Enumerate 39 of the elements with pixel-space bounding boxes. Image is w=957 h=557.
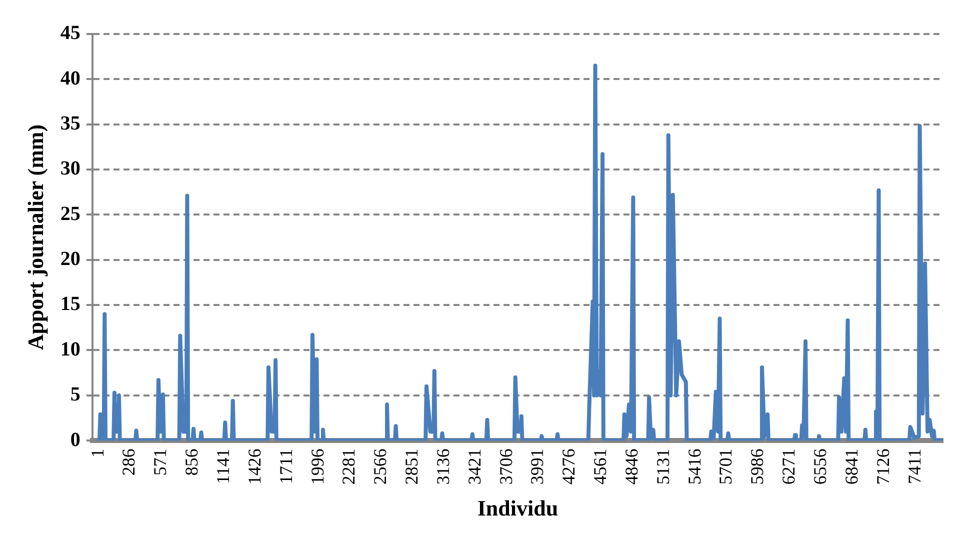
y-tick-label: 10 (60, 338, 80, 360)
x-tick-label: 1141 (212, 448, 233, 484)
x-tick-label: 3136 (432, 448, 453, 485)
y-tick-label: 5 (70, 384, 80, 406)
x-tick-label: 5701 (716, 448, 736, 485)
y-tick-label: 30 (60, 158, 80, 180)
x-tick-label: 7411 (904, 448, 924, 484)
y-tick-label: 40 (60, 67, 80, 90)
y-tick-label: 0 (70, 428, 80, 451)
x-tick-label: 6841 (841, 448, 862, 485)
x-tick-label: 3421 (464, 448, 484, 485)
x-tick-label: 7126 (872, 448, 893, 485)
x-tick-label: 4561 (590, 448, 610, 485)
x-tick-label: 3991 (527, 448, 548, 485)
x-tick-label: 1 (87, 448, 108, 458)
y-tick-label: 45 (60, 22, 80, 44)
x-tick-label: 1996 (307, 448, 328, 485)
x-tick-label: 4276 (558, 448, 579, 485)
x-tick-label: 5986 (747, 448, 768, 485)
x-tick-label: 5416 (684, 448, 704, 485)
x-tick-label: 6271 (778, 448, 799, 485)
x-tick-label: 2851 (402, 448, 422, 485)
x-tick-label: 6556 (810, 448, 830, 485)
x-tick-label: 571 (150, 448, 170, 476)
x-axis-title: Individu (477, 495, 558, 520)
x-tick-label: 1711 (276, 448, 296, 484)
y-tick-label: 25 (60, 202, 80, 225)
x-tick-label: 5131 (652, 448, 673, 485)
x-tick-label: 286 (118, 448, 139, 476)
x-tick-label: 1426 (244, 448, 264, 485)
x-tick-label: 3706 (496, 448, 516, 485)
x-tick-label: 2566 (370, 448, 390, 485)
y-tick-label: 35 (60, 112, 80, 135)
x-tick-label: 4846 (621, 448, 642, 485)
y-tick-label: 20 (60, 248, 80, 270)
x-tick-label: 856 (182, 448, 202, 476)
y-axis-title: Apport journalier (mm) (22, 124, 48, 350)
y-tick-label: 15 (60, 293, 80, 316)
x-tick-label: 2281 (338, 448, 359, 485)
